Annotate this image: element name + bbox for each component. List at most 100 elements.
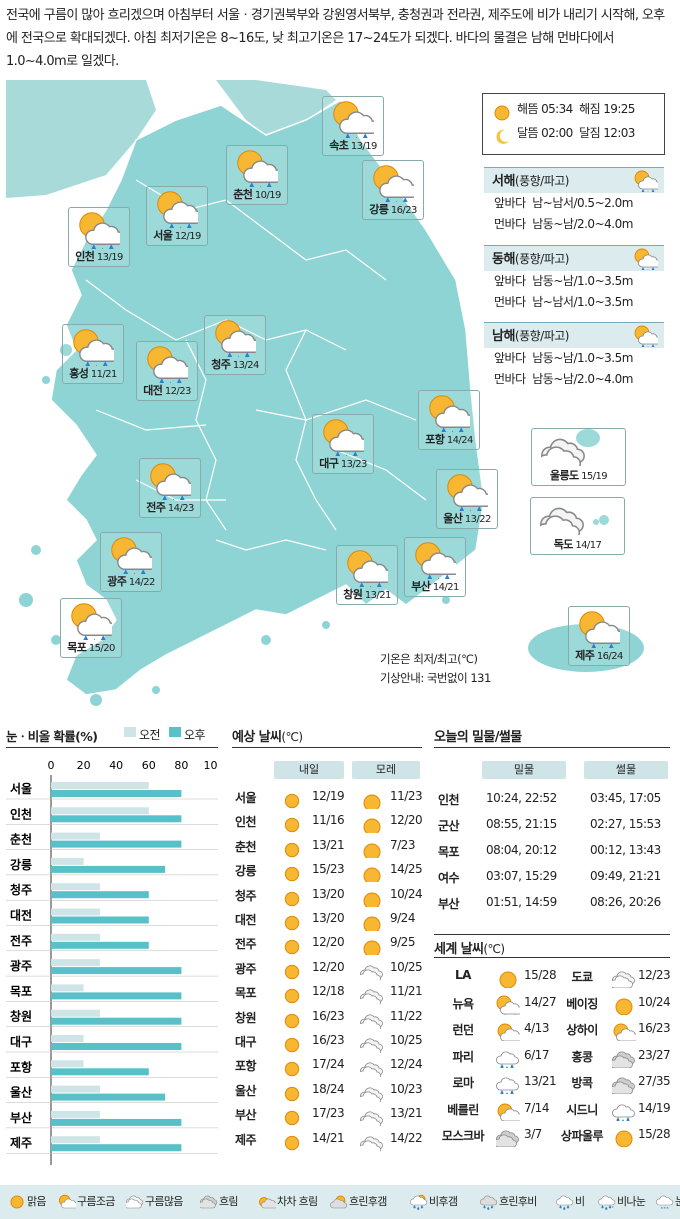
bar-am — [51, 1136, 100, 1144]
forecast-temp-dayafter: 7/23 — [390, 837, 415, 852]
forecast-temp-dayafter: 14/25 — [390, 862, 423, 877]
city-15: 목포 15/20 — [60, 598, 122, 658]
forecast-row: 포항 17/24 12/24 — [232, 1057, 423, 1081]
legend-label: 비후갬 — [429, 1195, 458, 1208]
legend-pm-label: 오후 — [184, 728, 205, 742]
city-5: 홍성 11/21 — [62, 324, 124, 384]
forecast-temp-tomorrow: 12/19 — [312, 789, 345, 803]
category-label: 전주 — [10, 933, 32, 948]
temp-note: 기온은 최저/최고(℃) — [380, 652, 478, 666]
sunny-icon — [363, 867, 381, 885]
sea-box-2: 남해(풍향/파고) 앞바다 남동~남/1.0~3.5m 먼바다 남동~남/2.0… — [484, 322, 664, 390]
sea-near-row: 앞바다 남동~남/1.0~3.5m — [484, 348, 664, 369]
forecast-temp-dayafter: 9/24 — [390, 911, 415, 925]
weather-legend: 맑음 구름조금 구름많음 흐림 차차 흐림 흐린후갬 비후갬 흐린후비 비 *비나눈 * * * 눈 — [0, 1185, 680, 1219]
sunny-icon — [284, 793, 300, 809]
category-label: 대전 — [10, 908, 32, 923]
city-1: 춘천 10/19 — [226, 145, 288, 205]
bar-pm — [51, 1118, 182, 1126]
legend-label: 흐린후갬 — [349, 1195, 387, 1208]
bar-am — [51, 1085, 100, 1093]
forecast-row: 광주 12/20 10/25 — [232, 959, 423, 984]
category-label: 창원 — [10, 1009, 32, 1024]
sea-box-0: 서해(풍향/파고) 앞바다 남~남서/0.5~2.0m 먼바다 남동~남/2.0… — [484, 167, 664, 235]
sun-moon-box: 해뜸 05:34 해짐 19:25 달뜸 02:00 달짐 12:03 — [482, 93, 665, 155]
category-label: 부산 — [10, 1110, 32, 1125]
forecast-temp-dayafter: 10/25 — [390, 959, 423, 974]
sea-name: 동해 — [492, 252, 515, 267]
svg-text:*: * — [612, 1206, 615, 1212]
world-unit: (℃) — [483, 942, 505, 956]
sun-cloud-rain-icon — [347, 550, 388, 587]
legend-label: 맑음 — [27, 1195, 47, 1208]
category-label: 포항 — [10, 1059, 32, 1074]
forecast-city: 포항 — [235, 1059, 257, 1074]
city-temp: 12/23 — [164, 386, 191, 397]
precip-section-header: 눈ㆍ비올 확률(%) 오전 오후 — [6, 726, 218, 748]
x-tick-label: 60 — [142, 759, 156, 772]
city-18: 제주 16/24 — [568, 606, 630, 666]
city-3: 서울 12/19 — [146, 186, 208, 246]
sun-cloud-rain-icon — [71, 603, 112, 640]
category-label: 대구 — [10, 1035, 32, 1049]
bar-am — [51, 933, 100, 941]
world-temp: 15/28 — [638, 1127, 671, 1141]
sea-name: 남해 — [492, 329, 515, 344]
city-0: 속초 13/19 — [322, 96, 384, 156]
near-value: 남~남서/0.5~2.0m — [532, 196, 633, 210]
forecast-temp-tomorrow: 13/20 — [312, 886, 345, 901]
sun-cloud-rain-icon — [215, 320, 256, 357]
sunny-icon — [363, 818, 381, 836]
precip-title: 눈ㆍ비올 확률(%) — [6, 729, 98, 744]
forecast-row: 청주 13/20 10/24 — [232, 886, 423, 911]
forecast-temp-tomorrow: 13/20 — [312, 911, 345, 925]
city-temp: 15/20 — [88, 643, 115, 654]
sun-cloud-rain-icon — [373, 165, 414, 202]
bar-pm — [51, 790, 182, 797]
bar-pm — [51, 815, 182, 823]
tide-low: 08:26, 20:26 — [590, 895, 661, 909]
city-temp: 10/19 — [254, 190, 281, 201]
sunny-icon — [363, 892, 381, 910]
precip-chart: 0 20 40 60 80 100 서울인천춘천강릉청주대전전주광주목포창원대구포항울산부산… — [6, 759, 218, 1165]
forecast-temp-dayafter: 11/23 — [390, 789, 423, 803]
city-name: 청주 — [211, 358, 231, 371]
forecast-city: 광주 — [235, 961, 257, 976]
bar-pm — [51, 941, 149, 949]
city-14: 부산 14/21 — [404, 537, 466, 597]
world-city: 모스크바 — [441, 1129, 485, 1143]
city-name: 전주 — [146, 501, 166, 514]
partly-cloudy-icon — [497, 1103, 523, 1121]
rain-icon — [496, 1077, 519, 1097]
bar-pm — [51, 1144, 182, 1152]
world-title: 세계 날씨 — [434, 942, 484, 957]
forecast-col-dayafter: 모레 — [352, 761, 420, 779]
category-label: 서울 — [10, 781, 32, 796]
cloudy-icon — [358, 989, 383, 1007]
x-tick-label: 20 — [77, 759, 91, 772]
world-section-header: 세계 날씨(℃) — [434, 934, 670, 958]
city-name: 대전 — [143, 384, 163, 397]
bar-am — [51, 832, 100, 840]
tide-city: 부산 — [438, 897, 460, 911]
sea-header: 남해(풍향/파고) — [484, 322, 664, 351]
overcast-icon — [610, 1050, 635, 1068]
far-value: 남동~남/2.0~4.0m — [532, 372, 633, 386]
bar-am — [51, 1009, 100, 1017]
world-temp: 23/27 — [638, 1047, 671, 1062]
forecast-temp-tomorrow: 18/24 — [312, 1081, 345, 1096]
forecast-row: 인천 11/16 12/20 — [232, 813, 423, 837]
city-name: 창원 — [343, 588, 363, 601]
sea-box-1: 동해(풍향/파고) 앞바다 남동~남/1.0~3.5m 먼바다 남~남서/1.0… — [484, 245, 664, 313]
city-temp: 14/23 — [167, 503, 194, 514]
world-city: 시드니 — [566, 1102, 598, 1117]
forecast-temp-tomorrow: 11/16 — [312, 813, 345, 828]
intro-text: 전국에 구름이 많아 흐리겠으며 아침부터 서울ㆍ경기권북부와 강원영서북부, … — [6, 8, 665, 69]
forecast-temp-tomorrow: 16/23 — [312, 1008, 345, 1023]
tide-high: 01:51, 14:59 — [486, 895, 557, 909]
x-tick-label: 40 — [109, 759, 123, 772]
sea-name: 서해 — [492, 174, 515, 189]
world-temp: 15/28 — [524, 968, 557, 982]
city-name: 서울 — [153, 229, 173, 242]
tide-title: 오늘의 밀물/썰물 — [434, 730, 522, 745]
